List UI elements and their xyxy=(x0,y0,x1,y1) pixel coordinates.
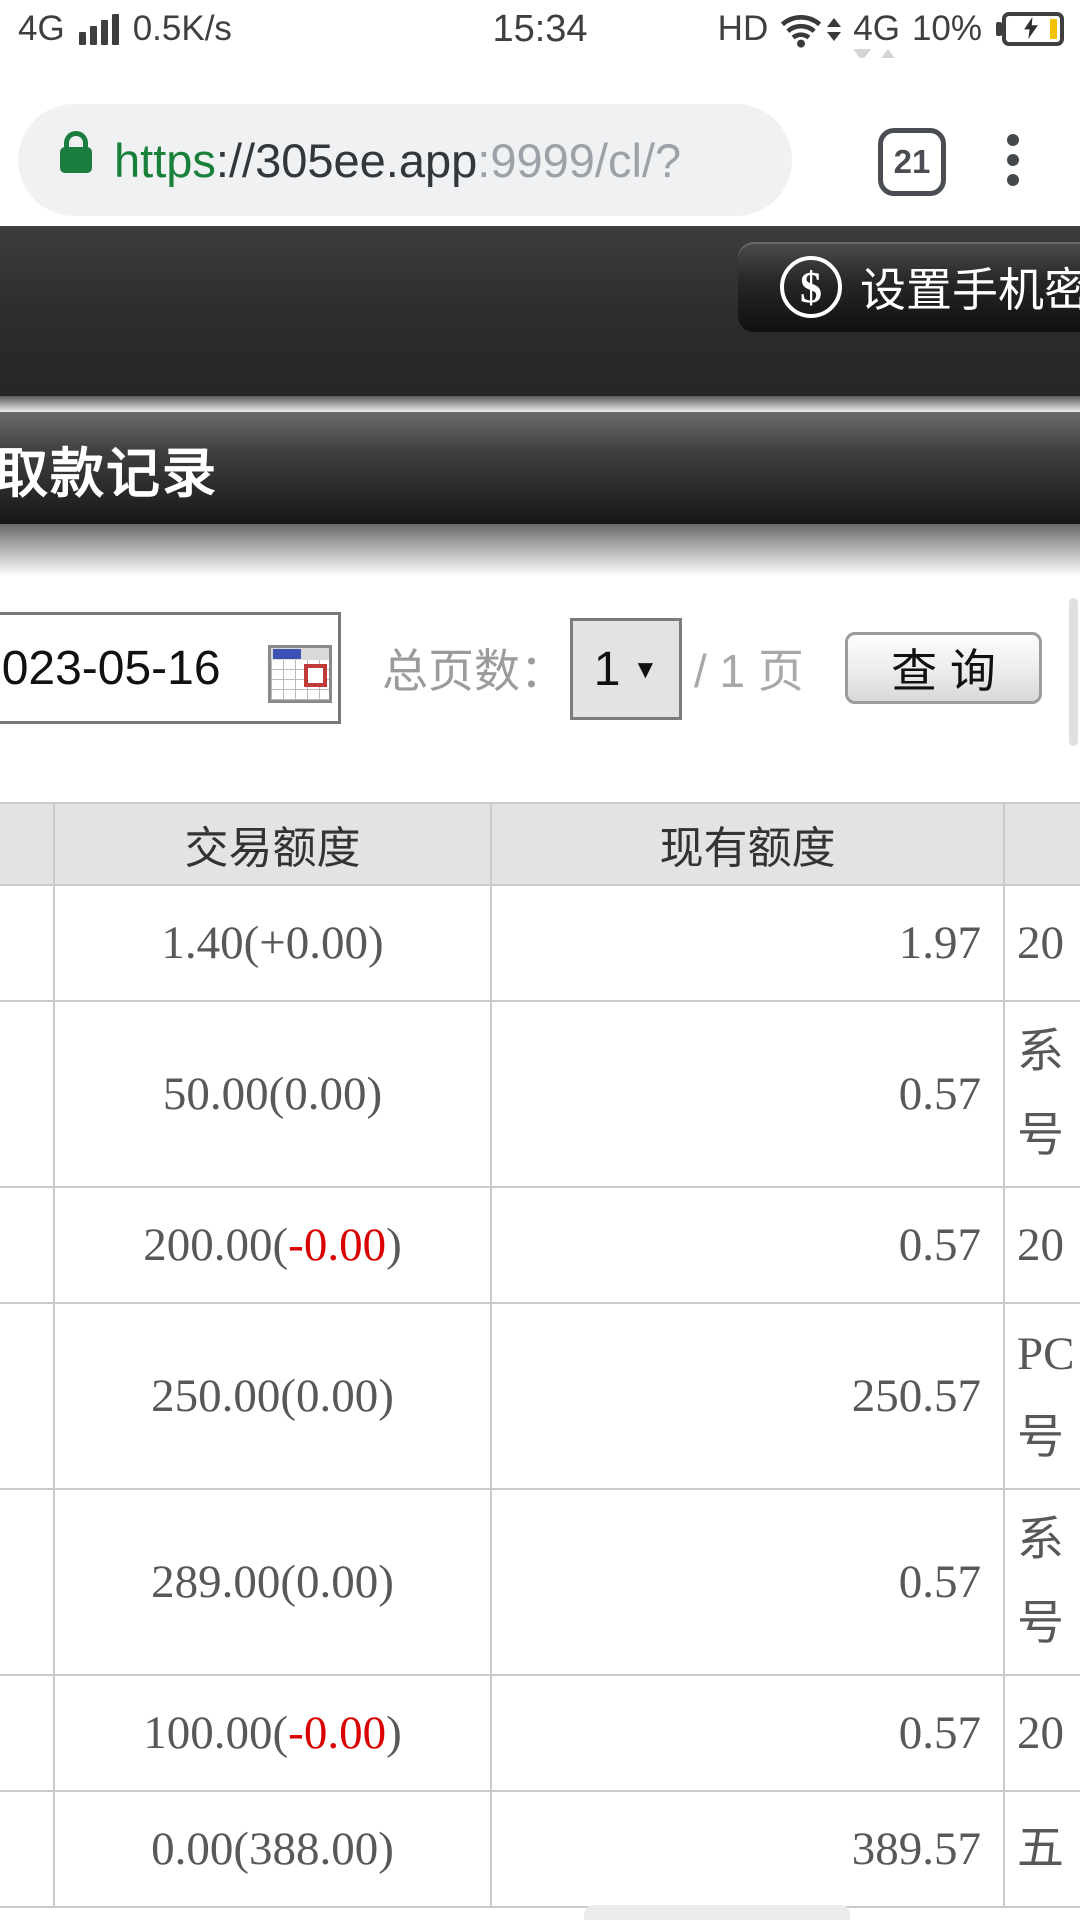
header-current-quota: 现有额度 xyxy=(490,802,1005,886)
browser-toolbar: https://305ee.app:9999/cl/? 21 xyxy=(0,58,1080,226)
current-quota-cell: 389.57 xyxy=(490,1790,1005,1908)
select-caret-icon: ▼ xyxy=(632,653,659,684)
date-value: 2023-05-16 xyxy=(0,641,221,695)
total-pages-label: 总页数： xyxy=(382,645,566,697)
address-bar[interactable]: https://305ee.app:9999/cl/? xyxy=(18,104,792,216)
status-bar: 4G 0.5K/s 15:34 HD 4G 10% xyxy=(0,0,1080,61)
trade-amount-cell: 200.00(-0.00) xyxy=(53,1186,492,1304)
url-text: https://305ee.app:9999/cl/? xyxy=(114,133,682,187)
dollar-icon: $ xyxy=(780,256,842,318)
site-header: $ 设置手机密 xyxy=(0,226,1080,396)
network-speed-label: 0.5K/s xyxy=(132,9,232,48)
tab-count: 21 xyxy=(893,143,931,180)
row-leading-cell xyxy=(0,1674,55,1792)
table-row: 250.00(0.00) 250.57 PC 号 xyxy=(0,1302,1080,1490)
page-title: 取款记录 xyxy=(0,443,218,504)
signal-bars-icon xyxy=(78,13,119,45)
detail-cell: 五 xyxy=(1003,1790,1080,1908)
detail-cell: 20 xyxy=(1003,1674,1080,1792)
records-table: 交易额度 现有额度 1.40(+0.00) 1.97 20 50.00(0.00… xyxy=(0,802,1080,1908)
row-leading-cell xyxy=(0,1790,55,1908)
table-row: 0.00(388.00) 389.57 五 xyxy=(0,1790,1080,1908)
trade-amount-cell: 50.00(0.00) xyxy=(53,1000,492,1188)
current-quota-cell: 0.57 xyxy=(490,1674,1005,1792)
page-title-bar: 取款记录 xyxy=(0,412,1080,524)
wifi-icon xyxy=(780,10,842,48)
table-row: 289.00(0.00) 0.57 系 号 xyxy=(0,1488,1080,1676)
table-row: 100.00(-0.00) 0.57 20 xyxy=(0,1674,1080,1792)
current-quota-cell: 250.57 xyxy=(490,1302,1005,1490)
page-select[interactable]: 1 ▼ xyxy=(570,618,682,720)
pages-suffix-label: / 1 页 xyxy=(694,645,804,697)
header-leading xyxy=(0,802,55,886)
row-leading-cell xyxy=(0,1302,55,1490)
current-quota-cell: 1.97 xyxy=(490,884,1005,1002)
date-input[interactable]: 2023-05-16 xyxy=(0,612,341,724)
row-leading-cell xyxy=(0,1000,55,1188)
status-right: HD 4G 10% xyxy=(717,0,1064,61)
row-leading-cell xyxy=(0,1186,55,1304)
titlebar-fade xyxy=(0,524,1080,576)
detail-cell: PC 号 xyxy=(1003,1302,1080,1490)
data-activity-arrows-icon xyxy=(827,17,842,41)
trade-amount-cell: 250.00(0.00) xyxy=(53,1302,492,1490)
trade-amount-cell: 100.00(-0.00) xyxy=(53,1674,492,1792)
mobile-network-label: 4G xyxy=(853,9,900,61)
header-trailing xyxy=(1003,802,1080,886)
query-button[interactable]: 查 询 xyxy=(845,632,1042,704)
trade-amount-cell: 289.00(0.00) xyxy=(53,1488,492,1676)
trade-amount-cell: 0.00(388.00) xyxy=(53,1790,492,1908)
set-phone-password-label: 设置手机密 xyxy=(860,264,1080,316)
status-left: 4G 0.5K/s xyxy=(18,0,232,58)
table-body: 1.40(+0.00) 1.97 20 50.00(0.00) 0.57 系 号… xyxy=(0,884,1080,1908)
scrollbar-thumb[interactable] xyxy=(1069,598,1078,746)
row-leading-cell xyxy=(0,884,55,1002)
hd-voice-indicator: HD xyxy=(717,9,769,48)
table-row: 1.40(+0.00) 1.97 20 xyxy=(0,884,1080,1002)
current-quota-cell: 0.57 xyxy=(490,1488,1005,1676)
tab-switcher-button[interactable]: 21 xyxy=(878,128,946,196)
trade-amount-cell: 1.40(+0.00) xyxy=(53,884,492,1002)
table-row: 200.00(-0.00) 0.57 20 xyxy=(0,1186,1080,1304)
browser-menu-button[interactable] xyxy=(998,132,1028,188)
page-select-value: 1 xyxy=(593,642,621,696)
secure-lock-icon xyxy=(60,131,92,173)
battery-percent-label: 10% xyxy=(911,9,982,48)
table-header-row: 交易额度 现有额度 xyxy=(0,802,1080,886)
network-type-label: 4G xyxy=(18,9,65,48)
detail-cell: 系 号 xyxy=(1003,1000,1080,1188)
current-quota-cell: 0.57 xyxy=(490,1186,1005,1304)
current-quota-cell: 0.57 xyxy=(490,1000,1005,1188)
status-time: 15:34 xyxy=(492,7,588,50)
set-phone-password-button[interactable]: $ 设置手机密 xyxy=(738,242,1080,332)
header-divider xyxy=(0,396,1080,412)
battery-icon xyxy=(996,12,1064,46)
calendar-icon[interactable] xyxy=(268,645,332,703)
detail-cell: 20 xyxy=(1003,884,1080,1002)
detail-cell: 20 xyxy=(1003,1186,1080,1304)
table-row: 50.00(0.00) 0.57 系 号 xyxy=(0,1000,1080,1188)
row-leading-cell xyxy=(0,1488,55,1676)
header-trade-quota: 交易额度 xyxy=(53,802,492,886)
bottom-partial-widget[interactable] xyxy=(584,1905,850,1920)
detail-cell: 系 号 xyxy=(1003,1488,1080,1676)
